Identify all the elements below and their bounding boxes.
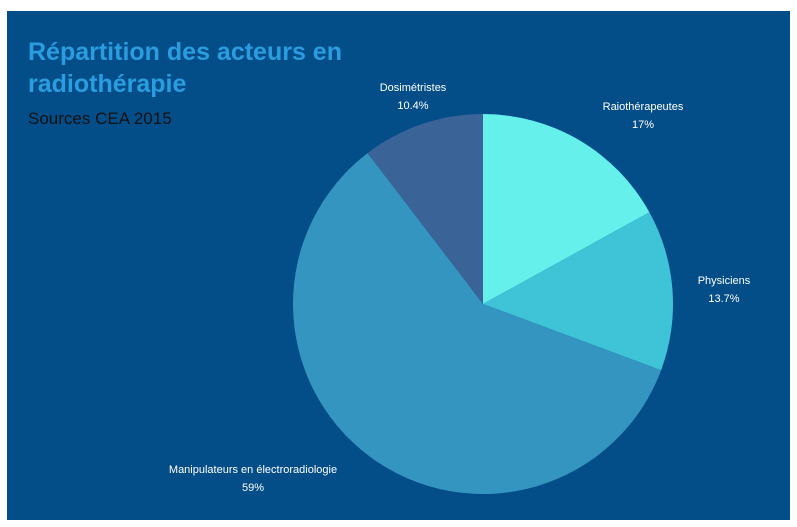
pie-slice — [293, 153, 662, 494]
slice-label: Physiciens — [698, 275, 751, 287]
slice-label: Raiothérapeutes — [603, 101, 684, 113]
chart-subtitle: Sources CEA 2015 — [28, 109, 172, 128]
pie-slice — [367, 114, 483, 304]
pie-slice — [483, 212, 673, 371]
slice-label: Dosimétristes — [380, 82, 447, 94]
slice-value-label: 13.7% — [708, 293, 739, 305]
slice-value-label: 10.4% — [397, 100, 428, 112]
slice-label: Manipulateurs en électroradiologie — [169, 464, 337, 476]
slice-value-label: 17% — [632, 119, 654, 131]
slice-value-label: 59% — [242, 482, 264, 494]
chart-title: Répartition des acteurs en radiothérapie — [28, 38, 342, 98]
pie-slice — [483, 114, 650, 304]
